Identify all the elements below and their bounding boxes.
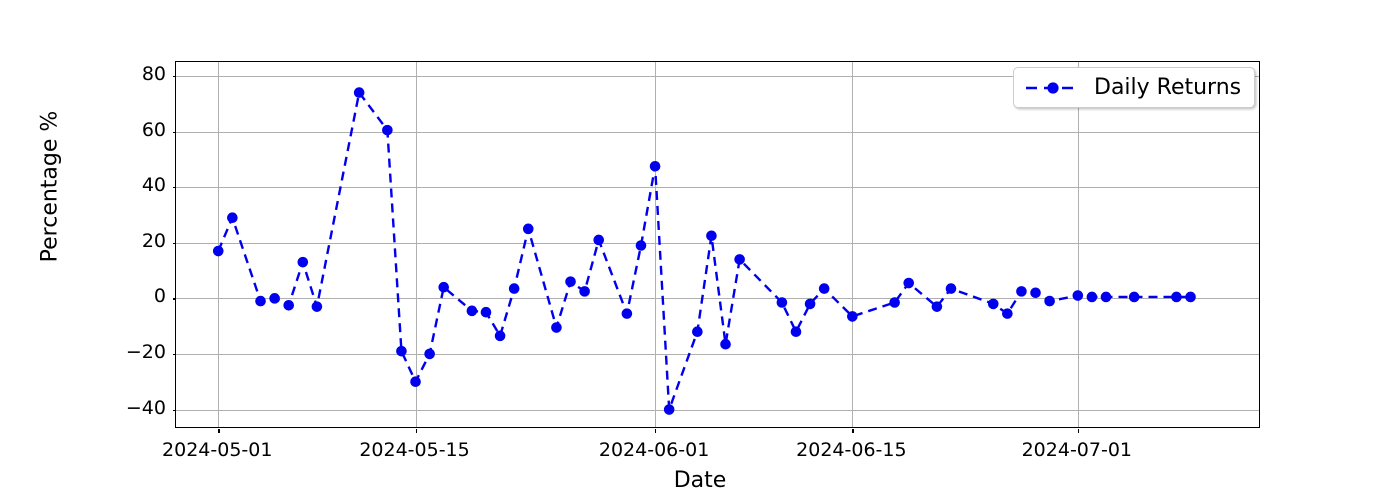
data-point-marker (889, 297, 900, 308)
data-point-marker (945, 283, 957, 294)
data-point-marker (1016, 286, 1027, 297)
data-point-marker (804, 298, 816, 310)
x-tick-label: 2024-05-15 (359, 439, 470, 461)
x-axis-label: Date (673, 468, 727, 493)
data-point-marker (1128, 291, 1140, 303)
data-point-marker (706, 230, 717, 242)
data-point-marker (776, 297, 788, 308)
legend-label: Daily Returns (1094, 75, 1242, 100)
y-tick-mark (172, 409, 176, 411)
data-point-marker (353, 87, 365, 98)
data-point-marker (1002, 308, 1013, 319)
data-point-marker (424, 348, 435, 360)
data-point-marker (508, 283, 520, 294)
data-point-marker (903, 277, 915, 289)
x-tick-label: 2024-06-15 (796, 439, 907, 461)
gridline-horizontal (176, 242, 1259, 244)
y-axis-label: Percentage % (37, 110, 63, 263)
y-tick-label: 0 (153, 285, 166, 308)
y-tick-mark (172, 187, 176, 189)
data-point-marker (593, 234, 605, 246)
y-tick-label: 20 (141, 229, 166, 252)
data-point-marker (551, 322, 562, 333)
data-point-marker (649, 160, 661, 172)
gridline-vertical (852, 62, 854, 427)
gridline-vertical (1077, 62, 1079, 427)
data-point-marker (790, 326, 802, 337)
data-point-marker (1086, 291, 1098, 303)
gridline-vertical (415, 62, 417, 427)
x-tick-mark (218, 429, 220, 433)
series-line (217, 89, 1191, 410)
data-point-marker (311, 301, 323, 312)
data-point-marker (255, 295, 266, 307)
gridline-vertical (218, 62, 220, 427)
data-point-marker (396, 345, 407, 357)
data-point-marker (579, 286, 590, 297)
data-point-marker (212, 245, 224, 257)
data-point-marker (663, 404, 675, 415)
data-point-marker (734, 254, 745, 265)
data-point-marker (1044, 295, 1055, 307)
gridline-vertical (655, 62, 657, 427)
data-point-marker (847, 311, 858, 322)
data-point-marker (1100, 291, 1112, 303)
data-point-marker (227, 212, 238, 223)
data-point-marker (438, 281, 450, 293)
data-point-marker (1171, 291, 1182, 303)
data-point-marker (720, 338, 731, 350)
data-point-marker (565, 276, 576, 287)
x-tick-label: 2024-07-01 (1021, 439, 1133, 461)
y-tick-mark (172, 75, 176, 78)
gridline-horizontal (176, 187, 1259, 189)
y-tick-label: 60 (141, 118, 166, 141)
y-tick-mark (172, 242, 176, 245)
data-point-marker (522, 223, 534, 235)
data-point-marker (480, 306, 492, 318)
data-point-marker (494, 330, 506, 342)
data-point-marker (1185, 291, 1196, 303)
data-point-marker (818, 283, 830, 294)
chart-legend[interactable]: Daily Returns (1013, 67, 1256, 108)
y-tick-label: −40 (125, 396, 166, 419)
data-point-marker (297, 256, 309, 268)
data-point-marker (621, 308, 633, 319)
y-tick-mark (172, 131, 176, 133)
data-point-marker (1072, 290, 1084, 301)
y-tick-label: 40 (141, 174, 166, 197)
y-tick-label: 80 (141, 62, 166, 85)
x-tick-mark (415, 429, 417, 433)
x-tick-label: 2024-06-01 (598, 439, 710, 461)
gridline-horizontal (176, 131, 1259, 133)
data-point-marker (635, 240, 647, 251)
gridline-horizontal (176, 75, 1259, 77)
y-tick-mark (172, 353, 176, 356)
y-tick-mark (172, 298, 176, 300)
x-tick-mark (1077, 429, 1080, 433)
legend-line-marker-icon (1026, 81, 1080, 94)
data-point-marker (283, 299, 295, 311)
data-point-marker (466, 305, 478, 317)
data-point-marker (382, 124, 393, 136)
x-tick-mark (852, 429, 854, 433)
data-point-marker (269, 293, 280, 304)
y-tick-label: −20 (125, 340, 166, 363)
gridline-horizontal (176, 353, 1259, 355)
data-point-marker (931, 301, 943, 312)
data-point-marker (410, 376, 421, 388)
plot-area (172, 61, 1260, 433)
data-point-marker (692, 326, 703, 337)
data-point-marker (987, 298, 999, 310)
gridline-horizontal (176, 298, 1259, 300)
data-point-marker (1030, 287, 1041, 299)
data-series-layer (212, 87, 1196, 415)
x-tick-label: 2024-05-01 (162, 439, 273, 461)
x-tick-mark (655, 429, 657, 433)
gridline-horizontal (176, 409, 1259, 411)
